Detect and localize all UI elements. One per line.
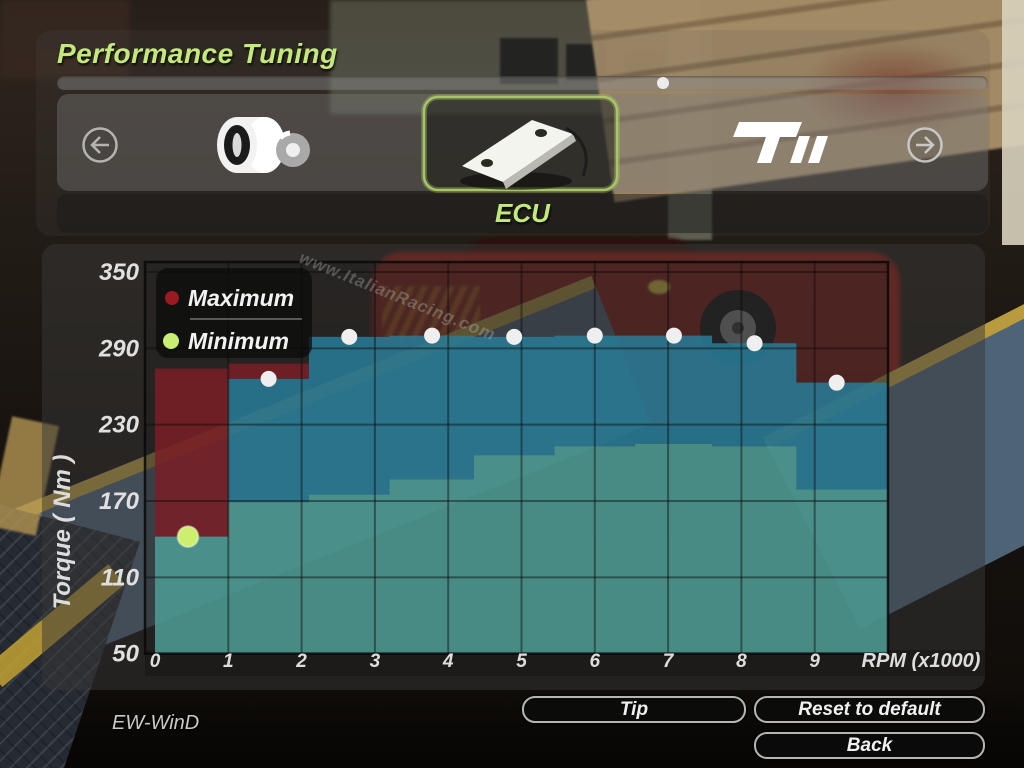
scrollbar-handle[interactable]	[657, 77, 670, 89]
tip-button[interactable]: Tip	[522, 696, 746, 723]
tip-button-label: Tip	[619, 698, 649, 720]
back-button-label: Back	[846, 734, 893, 756]
category-scrollbar[interactable]	[57, 76, 988, 90]
back-button[interactable]: Back	[754, 732, 985, 759]
torque-chart-panel	[42, 244, 985, 690]
background-wood-stain	[800, 40, 990, 135]
background-window	[500, 38, 558, 84]
reset-to-default-button[interactable]: Reset to default	[754, 696, 985, 723]
reset-button-label: Reset to default	[798, 698, 941, 720]
parts-carousel	[57, 94, 988, 191]
selected-category-bar: ECU	[57, 194, 988, 233]
credit-text: EW-WinD	[112, 712, 200, 734]
page-title: Performance Tuning	[57, 38, 338, 69]
background-brick-wall	[0, 0, 130, 78]
background-road-strip	[1002, 0, 1024, 245]
selected-category-label: ECU	[495, 198, 550, 228]
